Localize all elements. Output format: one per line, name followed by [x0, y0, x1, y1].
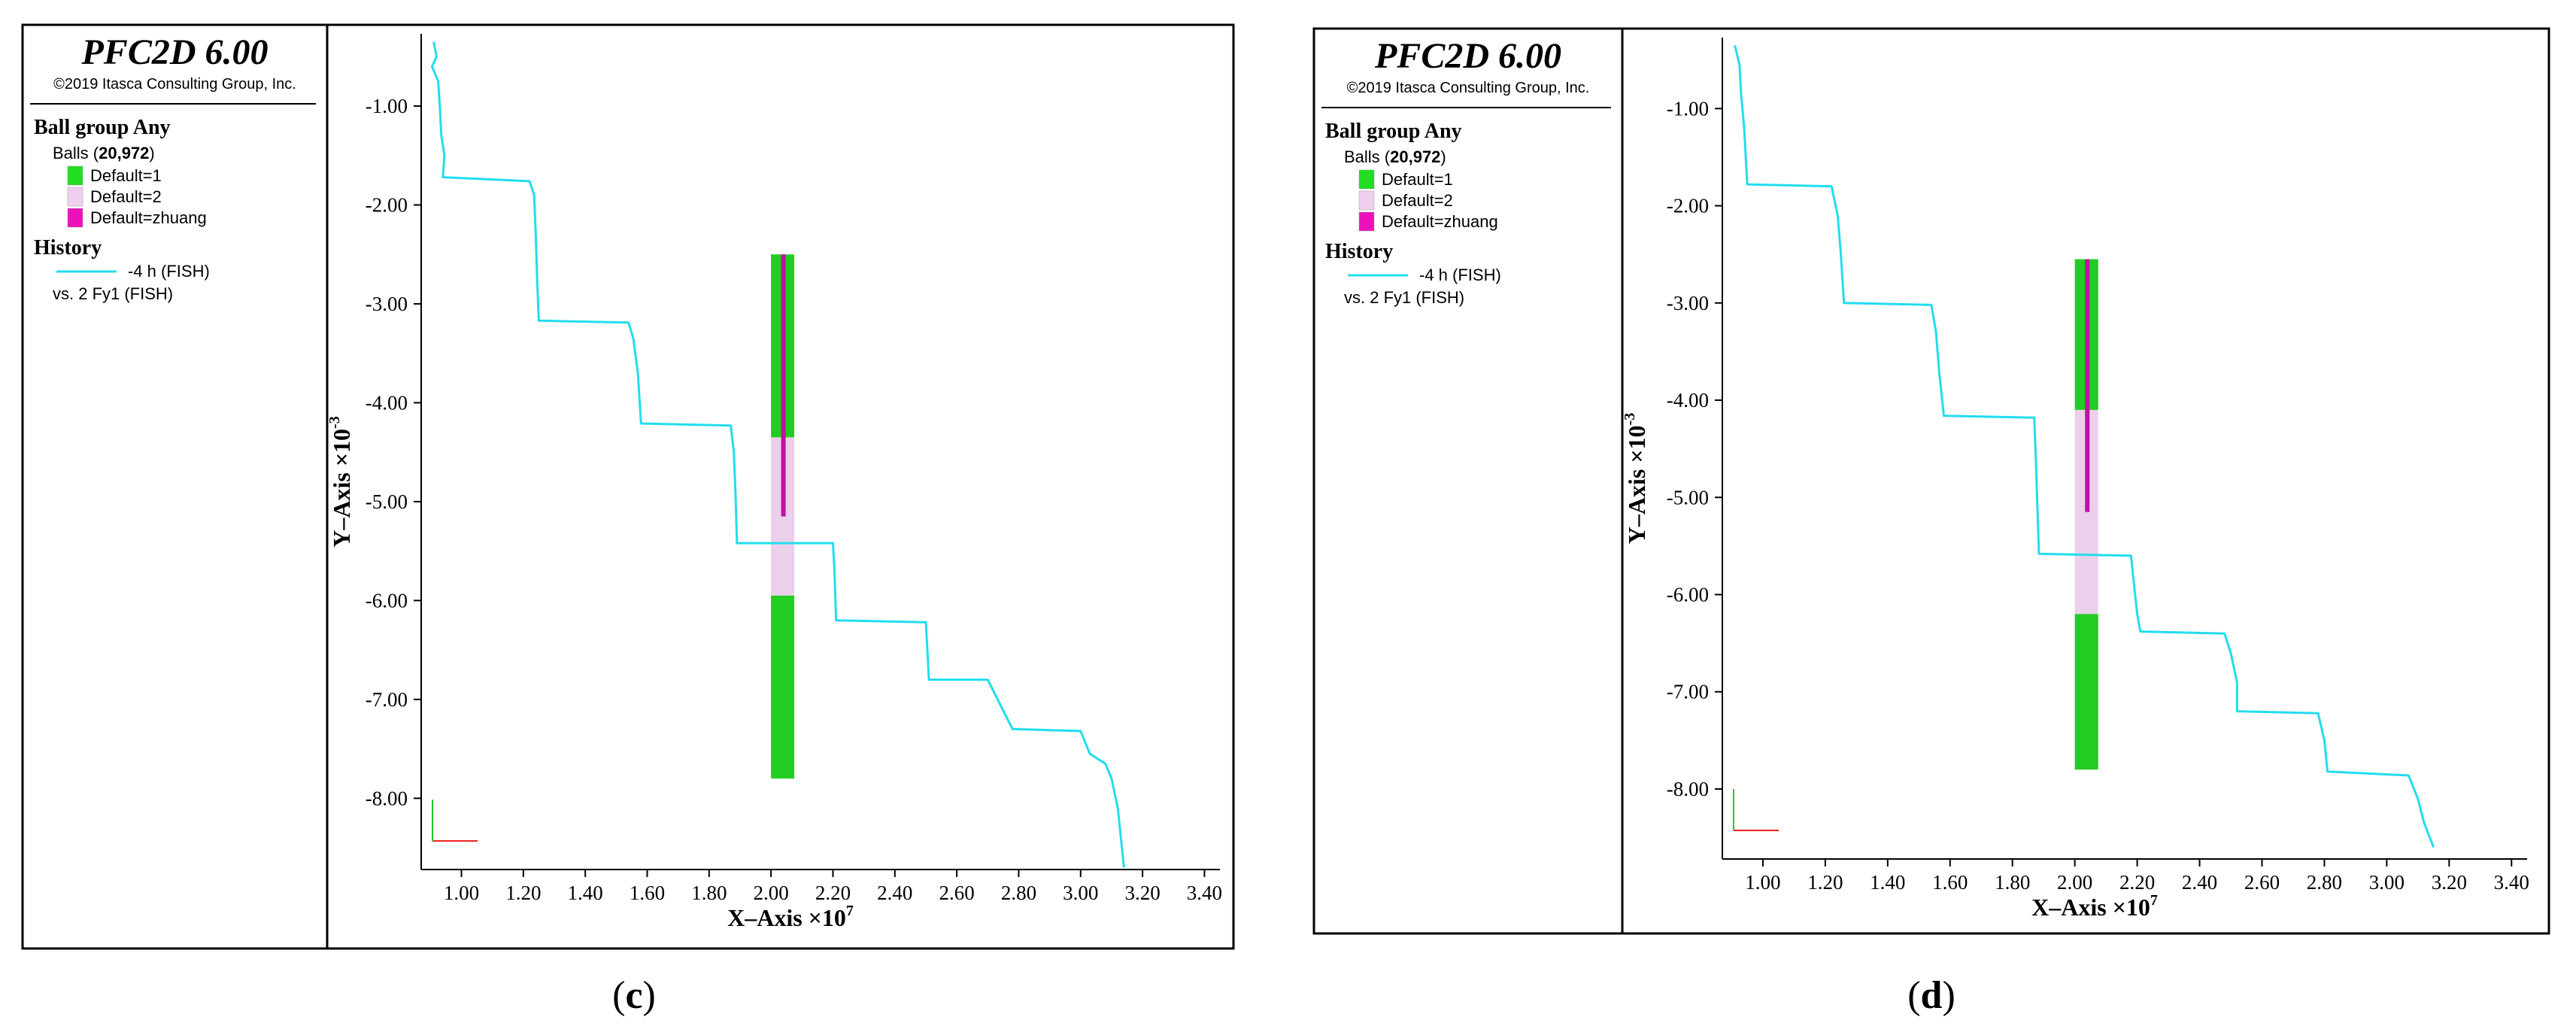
x-tick-label: 1.40: [1870, 871, 1905, 894]
history-heading: History: [1325, 240, 1393, 263]
y-tick-label: -6.00: [366, 589, 408, 612]
legend-swatch: [1358, 211, 1375, 232]
legend-title: PFC2D 6.00: [80, 32, 268, 72]
y-tick-label: -3.00: [1667, 292, 1709, 314]
y-tick-label: -2.00: [366, 193, 408, 216]
copyright-text: ©2019 Itasca Consulting Group, Inc.: [1347, 80, 1590, 96]
x-tick-label: 3.40: [2494, 871, 2529, 894]
y-tick-label: -3.00: [366, 293, 408, 315]
history-series-line: [1734, 44, 2435, 848]
x-tick-label: 3.20: [1124, 882, 1160, 904]
balls-count-label: Balls (20,972): [53, 144, 155, 162]
history-heading: History: [34, 236, 102, 260]
ball-group-heading: Ball group Any: [1325, 120, 1462, 143]
y-tick-label: -7.00: [1667, 681, 1709, 703]
y-tick-label: -7.00: [366, 688, 408, 711]
x-tick-label: 1.80: [691, 882, 727, 904]
x-tick-label: 1.80: [1995, 871, 2030, 894]
y-tick-label: -2.00: [1667, 195, 1709, 217]
legend: PFC2D 6.00 ©2019 Itasca Consulting Group,…: [1321, 36, 1611, 307]
x-tick-label: 1.60: [1932, 871, 1968, 894]
history-vs-label: vs. 2 Fy1 (FISH): [53, 284, 173, 303]
history-line-label: -4 h (FISH): [1419, 266, 1501, 284]
specimen-lower-block: [771, 595, 795, 779]
x-tick-label: 2.40: [877, 882, 912, 904]
legend: PFC2D 6.00 ©2019 Itasca Consulting Group,…: [30, 32, 316, 303]
y-tick-label: -5.00: [1667, 486, 1709, 508]
panel-caption: (d): [1907, 974, 1956, 1017]
y-tick-label: -4.00: [366, 391, 408, 414]
legend-title: PFC2D 6.00: [1374, 36, 1561, 76]
x-tick-label: 2.20: [2119, 871, 2155, 894]
x-tick-label: 2.20: [815, 882, 851, 904]
history-series-line: [430, 41, 1125, 868]
legend-group-label: Default=1: [1382, 170, 1453, 189]
specimen-lower-block: [2074, 614, 2098, 770]
legend-group-label: Default=zhuang: [1382, 212, 1498, 231]
chart-panel-c: PFC2D 6.00 ©2019 Itasca Consulting Group,…: [21, 23, 1235, 1017]
x-tick-label: 2.80: [1001, 882, 1036, 904]
balls-count-label: Balls (20,972): [1344, 147, 1446, 166]
pile-zhuang: [2085, 259, 2090, 512]
x-tick-label: 3.20: [2432, 871, 2467, 894]
copyright-text: ©2019 Itasca Consulting Group, Inc.: [53, 76, 296, 93]
chart-panel-d: PFC2D 6.00 ©2019 Itasca Consulting Group,…: [1312, 27, 2550, 1017]
x-tick-label: 3.00: [2369, 871, 2405, 894]
x-tick-label: 2.60: [939, 882, 974, 904]
legend-swatch: [67, 208, 83, 228]
y-tick-label: -8.00: [1667, 778, 1709, 800]
panel-frame: [21, 23, 1235, 950]
legend-group-label: Default=1: [90, 166, 162, 185]
pile-zhuang: [781, 254, 786, 517]
x-tick-label: 2.40: [2182, 871, 2217, 894]
x-tick-label: 3.00: [1063, 882, 1098, 904]
x-tick-label: 1.20: [1807, 871, 1843, 894]
legend-swatch: [67, 165, 83, 186]
y-axis-label: Y–Axis ×10-3: [1622, 413, 1650, 544]
x-tick-label: 1.60: [630, 882, 665, 904]
y-tick-label: -8.00: [366, 787, 408, 809]
legend-swatch: [1358, 169, 1375, 190]
x-tick-label: 2.00: [2057, 871, 2092, 894]
x-axis-label: X–Axis ×107: [727, 903, 854, 931]
x-axis-label: X–Axis ×107: [2031, 892, 2158, 921]
legend-group-label: Default=2: [90, 187, 162, 206]
ball-group-heading: Ball group Any: [34, 116, 171, 139]
legend-group-label: Default=2: [1382, 191, 1453, 210]
y-axis-label: Y–Axis ×10-3: [326, 416, 355, 547]
x-tick-label: 2.60: [2244, 871, 2280, 894]
history-line-label: -4 h (FISH): [128, 262, 210, 281]
legend-swatch: [67, 187, 83, 207]
y-tick-label: -5.00: [366, 490, 408, 513]
x-tick-label: 1.40: [568, 882, 603, 904]
x-tick-label: 3.40: [1187, 882, 1222, 904]
history-vs-label: vs. 2 Fy1 (FISH): [1344, 288, 1464, 307]
legend-group-label: Default=zhuang: [90, 208, 207, 227]
y-tick-label: -1.00: [1667, 97, 1709, 120]
panel-frame: [1312, 27, 2550, 935]
legend-swatch: [1358, 190, 1375, 211]
x-tick-label: 1.00: [1745, 871, 1780, 894]
y-tick-label: -1.00: [366, 95, 408, 117]
x-tick-label: 2.80: [2307, 871, 2342, 894]
x-tick-label: 1.00: [444, 882, 479, 904]
panel-caption: (c): [612, 974, 656, 1017]
x-tick-label: 2.00: [754, 882, 789, 904]
x-tick-label: 1.20: [505, 882, 541, 904]
y-tick-label: -4.00: [1667, 389, 1709, 411]
y-tick-label: -6.00: [1667, 583, 1709, 606]
